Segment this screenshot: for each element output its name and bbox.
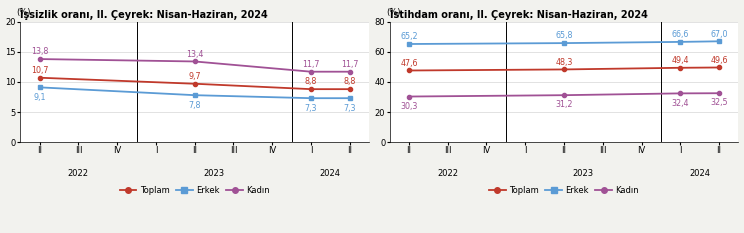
Text: (%): (%) (16, 8, 31, 17)
Text: 2024: 2024 (320, 169, 341, 178)
Text: 9,1: 9,1 (33, 93, 46, 102)
Text: İstihdam oranı, II. Çeyrek: Nisan-Haziran, 2024: İstihdam oranı, II. Çeyrek: Nisan-Hazira… (390, 7, 647, 20)
Text: 8,8: 8,8 (344, 77, 356, 86)
Legend: Toplam, Erkek, Kadın: Toplam, Erkek, Kadın (486, 182, 642, 198)
Text: 47,6: 47,6 (400, 59, 417, 68)
Text: (%): (%) (386, 8, 400, 17)
Text: 32,4: 32,4 (672, 99, 689, 108)
Text: 66,6: 66,6 (672, 30, 689, 39)
Text: 13,4: 13,4 (186, 50, 203, 59)
Text: 9,7: 9,7 (188, 72, 201, 81)
Text: 7,3: 7,3 (344, 104, 356, 113)
Text: 65,2: 65,2 (400, 32, 417, 41)
Text: 11,7: 11,7 (341, 60, 359, 69)
Text: 2022: 2022 (437, 169, 458, 178)
Text: 10,7: 10,7 (31, 66, 48, 75)
Text: 65,8: 65,8 (555, 31, 573, 40)
Text: 2023: 2023 (573, 169, 594, 178)
Text: 32,5: 32,5 (711, 99, 728, 107)
Text: 8,8: 8,8 (305, 77, 317, 86)
Text: 11,7: 11,7 (302, 60, 320, 69)
Text: 30,3: 30,3 (400, 102, 417, 111)
Text: 7,8: 7,8 (188, 101, 201, 110)
Text: 49,4: 49,4 (672, 56, 689, 65)
Text: 2023: 2023 (204, 169, 225, 178)
Text: 7,3: 7,3 (305, 104, 317, 113)
Text: İşsizlik oranı, II. Çeyrek: Nisan-Haziran, 2024: İşsizlik oranı, II. Çeyrek: Nisan-Hazira… (20, 7, 268, 20)
Text: 13,8: 13,8 (31, 47, 48, 56)
Legend: Toplam, Erkek, Kadın: Toplam, Erkek, Kadın (116, 182, 273, 198)
Text: 2024: 2024 (689, 169, 711, 178)
Text: 67,0: 67,0 (711, 30, 728, 39)
Text: 48,3: 48,3 (555, 58, 573, 67)
Text: 2022: 2022 (68, 169, 89, 178)
Text: 49,6: 49,6 (711, 56, 728, 65)
Text: 31,2: 31,2 (555, 100, 573, 110)
